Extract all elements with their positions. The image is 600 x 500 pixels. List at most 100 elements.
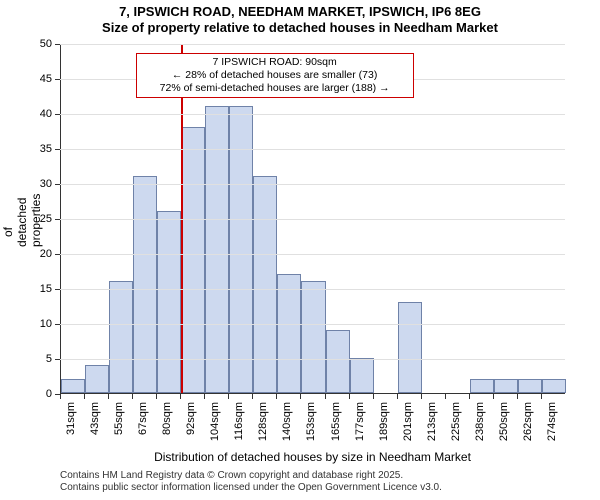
x-tick: [349, 394, 350, 399]
x-tick-label: 43sqm: [89, 402, 101, 447]
histogram-bar: [494, 379, 518, 393]
histogram-bar: [253, 176, 277, 393]
histogram-bar: [398, 302, 422, 393]
grid-line: [60, 289, 565, 290]
y-tick: [55, 254, 60, 255]
title-line-2: Size of property relative to detached ho…: [0, 20, 600, 36]
y-tick-label: 40: [30, 108, 52, 120]
chart-container: 7, IPSWICH ROAD, NEEDHAM MARKET, IPSWICH…: [0, 0, 600, 500]
histogram-bar: [301, 281, 325, 393]
grid-line: [60, 184, 565, 185]
x-tick: [541, 394, 542, 399]
x-tick-label: 213sqm: [426, 402, 438, 447]
grid-line: [60, 359, 565, 360]
histogram-bar: [109, 281, 133, 393]
x-tick-label: 80sqm: [161, 402, 173, 447]
y-tick: [55, 289, 60, 290]
x-tick-label: 92sqm: [185, 402, 197, 447]
x-tick: [421, 394, 422, 399]
annotation-box: 7 IPSWICH ROAD: 90sqm← 28% of detached h…: [136, 53, 414, 98]
x-tick-label: 274sqm: [546, 402, 558, 447]
histogram-bar: [133, 176, 157, 393]
grid-line: [60, 149, 565, 150]
x-tick: [156, 394, 157, 399]
grid-line: [60, 324, 565, 325]
x-tick-label: 177sqm: [354, 402, 366, 447]
x-tick-label: 116sqm: [233, 402, 245, 447]
x-tick-label: 140sqm: [281, 402, 293, 447]
x-tick-label: 225sqm: [450, 402, 462, 447]
y-tick-label: 20: [30, 248, 52, 260]
y-tick: [55, 184, 60, 185]
annotation-line-1: 7 IPSWICH ROAD: 90sqm: [141, 56, 409, 69]
y-tick-label: 30: [30, 178, 52, 190]
histogram-bar: [350, 358, 374, 393]
x-tick-label: 128sqm: [257, 402, 269, 447]
title-line-1: 7, IPSWICH ROAD, NEEDHAM MARKET, IPSWICH…: [0, 4, 600, 20]
x-tick-label: 104sqm: [209, 402, 221, 447]
annotation-line-3: 72% of semi-detached houses are larger (…: [141, 82, 409, 95]
x-tick-label: 250sqm: [498, 402, 510, 447]
x-tick: [493, 394, 494, 399]
y-tick: [55, 114, 60, 115]
y-tick: [55, 359, 60, 360]
annotation-line-2: ← 28% of detached houses are smaller (73…: [141, 69, 409, 82]
histogram-bar: [157, 211, 181, 393]
x-tick: [300, 394, 301, 399]
y-tick-label: 35: [30, 143, 52, 155]
histogram-bar: [470, 379, 494, 393]
x-tick-label: 55sqm: [113, 402, 125, 447]
y-tick: [55, 219, 60, 220]
histogram-bar: [61, 379, 85, 393]
x-tick: [325, 394, 326, 399]
caption-line-1: Contains HM Land Registry data © Crown c…: [60, 470, 442, 482]
y-tick-label: 50: [30, 38, 52, 50]
grid-line: [60, 114, 565, 115]
x-tick-label: 165sqm: [330, 402, 342, 447]
x-tick-label: 238sqm: [474, 402, 486, 447]
histogram-bar: [542, 379, 566, 393]
x-tick: [108, 394, 109, 399]
histogram-bar: [518, 379, 542, 393]
x-tick: [252, 394, 253, 399]
y-tick-label: 10: [30, 318, 52, 330]
histogram-bar: [85, 365, 109, 393]
caption-line-2: Contains public sector information licen…: [60, 482, 442, 494]
grid-line: [60, 254, 565, 255]
y-tick-label: 5: [30, 353, 52, 365]
y-tick-label: 15: [30, 283, 52, 295]
x-tick: [445, 394, 446, 399]
y-tick: [55, 324, 60, 325]
y-tick: [55, 79, 60, 80]
y-tick-label: 45: [30, 73, 52, 85]
x-tick: [276, 394, 277, 399]
x-tick: [469, 394, 470, 399]
grid-line: [60, 219, 565, 220]
x-tick: [228, 394, 229, 399]
y-tick-label: 25: [30, 213, 52, 225]
y-tick: [55, 44, 60, 45]
x-tick-label: 67sqm: [137, 402, 149, 447]
chart-title: 7, IPSWICH ROAD, NEEDHAM MARKET, IPSWICH…: [0, 4, 600, 37]
x-tick: [373, 394, 374, 399]
y-tick: [55, 149, 60, 150]
x-tick-label: 153sqm: [305, 402, 317, 447]
x-tick: [397, 394, 398, 399]
x-tick: [204, 394, 205, 399]
x-tick: [180, 394, 181, 399]
x-tick: [517, 394, 518, 399]
x-tick-label: 262sqm: [522, 402, 534, 447]
x-tick: [132, 394, 133, 399]
y-tick-label: 0: [30, 388, 52, 400]
x-tick: [84, 394, 85, 399]
histogram-bar: [326, 330, 350, 393]
histogram-bar: [277, 274, 301, 393]
histogram-bar: [181, 127, 205, 393]
grid-line: [60, 44, 565, 45]
caption: Contains HM Land Registry data © Crown c…: [60, 470, 442, 494]
x-tick-label: 31sqm: [65, 402, 77, 447]
x-axis-label: Distribution of detached houses by size …: [60, 450, 565, 464]
x-tick-label: 201sqm: [402, 402, 414, 447]
x-tick: [60, 394, 61, 399]
x-tick-label: 189sqm: [378, 402, 390, 447]
